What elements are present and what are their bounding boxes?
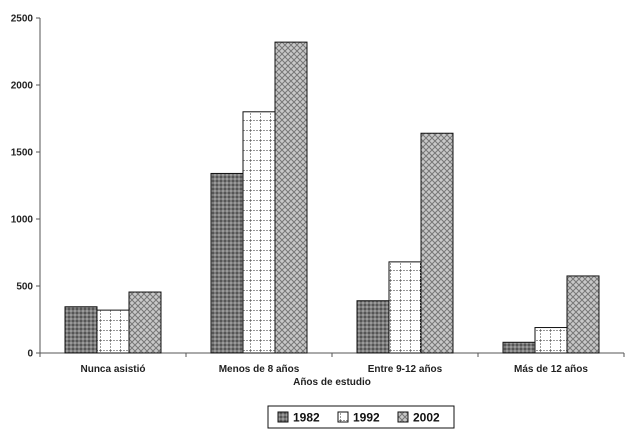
y-tick-label: 1500 bbox=[11, 148, 34, 159]
legend-swatch-1992 bbox=[337, 411, 349, 423]
bar-1992 bbox=[96, 309, 130, 354]
axes bbox=[36, 17, 625, 357]
y-tick-label: 1000 bbox=[11, 215, 34, 226]
y-tick-label: 2500 bbox=[11, 14, 34, 25]
x-tick-label: Más de 12 años bbox=[514, 364, 588, 375]
bar-2002 bbox=[128, 291, 162, 354]
bar-1992 bbox=[534, 327, 568, 354]
x-tick-label: Entre 9-12 años bbox=[368, 364, 443, 375]
legend-label-1992: 1992 bbox=[353, 411, 380, 425]
x-axis-title: Años de estudio bbox=[293, 377, 371, 388]
bar-1982 bbox=[502, 341, 536, 354]
labels: 0 500 1000 1500 2000 2500 Nunca asistió Menos d… bbox=[11, 14, 589, 389]
bar-2002 bbox=[566, 275, 600, 354]
legend-swatch-1982 bbox=[277, 411, 289, 423]
bar-2002 bbox=[274, 41, 308, 354]
bar-1982 bbox=[64, 306, 98, 354]
x-tick-label: Nunca asistió bbox=[80, 364, 145, 375]
legend-label-2002: 2002 bbox=[413, 411, 440, 425]
legend-label-1982: 1982 bbox=[293, 411, 320, 425]
bar-1982 bbox=[210, 172, 244, 354]
bar-1992 bbox=[388, 261, 422, 354]
bar-1992 bbox=[242, 111, 276, 354]
legend-swatch-2002 bbox=[397, 411, 409, 423]
bar-1982 bbox=[356, 300, 390, 354]
legend: 1982 1992 2002 bbox=[267, 405, 455, 429]
x-tick-label: Menos de 8 años bbox=[219, 364, 300, 375]
bars bbox=[64, 41, 600, 354]
y-tick-label: 2000 bbox=[11, 81, 34, 92]
y-tick-label: 500 bbox=[16, 282, 33, 293]
bar-2002 bbox=[420, 132, 454, 354]
y-tick-label: 0 bbox=[27, 349, 33, 360]
